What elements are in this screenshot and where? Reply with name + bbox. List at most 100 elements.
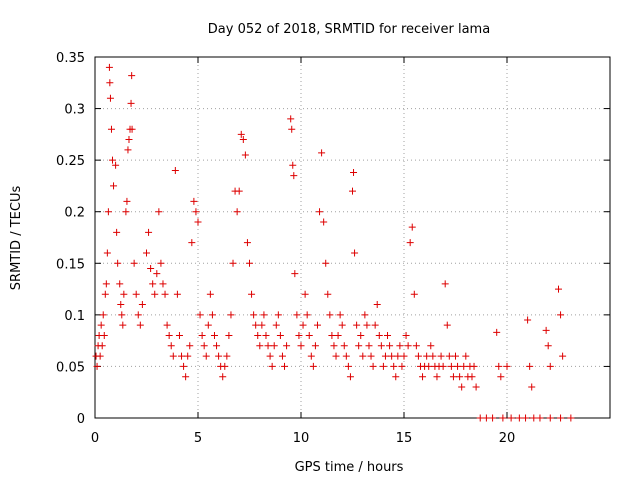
data-point bbox=[373, 301, 381, 309]
data-point bbox=[208, 311, 216, 319]
data-point bbox=[377, 342, 385, 350]
data-point bbox=[297, 342, 305, 350]
data-point bbox=[194, 218, 202, 226]
data-point bbox=[544, 342, 552, 350]
data-point bbox=[400, 352, 408, 360]
data-point bbox=[307, 352, 315, 360]
data-point bbox=[180, 362, 188, 370]
data-point bbox=[124, 146, 132, 154]
data-point bbox=[404, 342, 412, 350]
data-point bbox=[326, 311, 334, 319]
data-point bbox=[99, 311, 107, 319]
data-point bbox=[169, 352, 177, 360]
data-point bbox=[254, 331, 262, 339]
data-point bbox=[192, 208, 200, 216]
data-point bbox=[272, 321, 280, 329]
data-point bbox=[367, 352, 375, 360]
data-point bbox=[221, 362, 229, 370]
y-tick-label: 0.1 bbox=[64, 309, 85, 324]
data-point bbox=[295, 331, 303, 339]
x-tick-label: 5 bbox=[194, 431, 202, 446]
data-point bbox=[398, 362, 406, 370]
data-point bbox=[276, 331, 284, 339]
y-axis-label: SRMTID / TECUs bbox=[9, 186, 24, 291]
data-point bbox=[524, 316, 532, 324]
data-point bbox=[102, 280, 110, 288]
data-point bbox=[320, 218, 328, 226]
data-point bbox=[157, 259, 165, 267]
data-point bbox=[507, 414, 515, 422]
data-point bbox=[371, 321, 379, 329]
data-point bbox=[159, 280, 167, 288]
x-axis: 0 5 10 15 20 bbox=[91, 57, 515, 446]
data-point bbox=[250, 311, 258, 319]
data-point bbox=[184, 352, 192, 360]
data-point bbox=[365, 342, 373, 350]
data-point bbox=[190, 197, 198, 205]
plot-frame bbox=[94, 56, 611, 419]
data-point bbox=[118, 311, 126, 319]
data-point bbox=[447, 362, 455, 370]
data-point bbox=[107, 125, 115, 133]
data-point bbox=[495, 362, 503, 370]
data-point bbox=[342, 352, 350, 360]
data-point bbox=[449, 373, 457, 381]
data-point bbox=[332, 352, 340, 360]
data-point bbox=[143, 249, 150, 257]
data-point bbox=[113, 228, 121, 236]
data-point bbox=[394, 352, 402, 360]
data-point bbox=[110, 182, 118, 190]
data-point bbox=[213, 342, 221, 350]
data-point bbox=[386, 342, 394, 350]
data-point bbox=[567, 414, 575, 422]
data-point bbox=[128, 72, 136, 80]
data-point bbox=[470, 362, 478, 370]
data-point bbox=[175, 331, 183, 339]
data-point bbox=[186, 342, 194, 350]
data-point bbox=[410, 290, 418, 298]
y-tick-label: 0.3 bbox=[64, 103, 85, 118]
data-point bbox=[147, 264, 155, 272]
data-point bbox=[311, 342, 319, 350]
data-point bbox=[215, 352, 223, 360]
data-point bbox=[149, 280, 157, 288]
data-point bbox=[423, 352, 431, 360]
data-point bbox=[182, 373, 190, 381]
data-point bbox=[117, 301, 125, 309]
data-point bbox=[353, 321, 361, 329]
data-point bbox=[100, 331, 108, 339]
data-point bbox=[301, 290, 309, 298]
data-point bbox=[97, 321, 105, 329]
data-point bbox=[288, 125, 296, 133]
data-point bbox=[132, 290, 140, 298]
data-point bbox=[188, 239, 196, 247]
data-point bbox=[536, 414, 544, 422]
data-point bbox=[223, 352, 231, 360]
data-point bbox=[206, 290, 214, 298]
data-point bbox=[233, 208, 241, 216]
data-point bbox=[125, 136, 133, 144]
data-point bbox=[406, 239, 414, 247]
data-point bbox=[493, 328, 501, 336]
data-point bbox=[173, 290, 181, 298]
data-point bbox=[412, 342, 420, 350]
data-point bbox=[351, 249, 359, 257]
y-tick-label: 0.35 bbox=[56, 51, 85, 66]
data-point bbox=[151, 290, 159, 298]
data-point bbox=[210, 331, 218, 339]
data-point bbox=[482, 414, 490, 422]
data-point bbox=[350, 169, 358, 177]
data-point bbox=[165, 331, 173, 339]
data-point bbox=[452, 352, 459, 360]
data-point bbox=[153, 270, 161, 278]
y-axis: 0 0.05 0.1 0.15 0.2 0.25 0.3 0.35 bbox=[56, 51, 610, 427]
data-point bbox=[384, 331, 392, 339]
data-point bbox=[262, 331, 270, 339]
data-point bbox=[225, 331, 233, 339]
data-point bbox=[258, 321, 266, 329]
x-tick-label: 10 bbox=[293, 431, 310, 446]
data-point bbox=[528, 383, 536, 391]
data-point bbox=[171, 166, 179, 174]
data-point bbox=[542, 326, 550, 334]
y-tick-label: 0.2 bbox=[64, 206, 85, 221]
